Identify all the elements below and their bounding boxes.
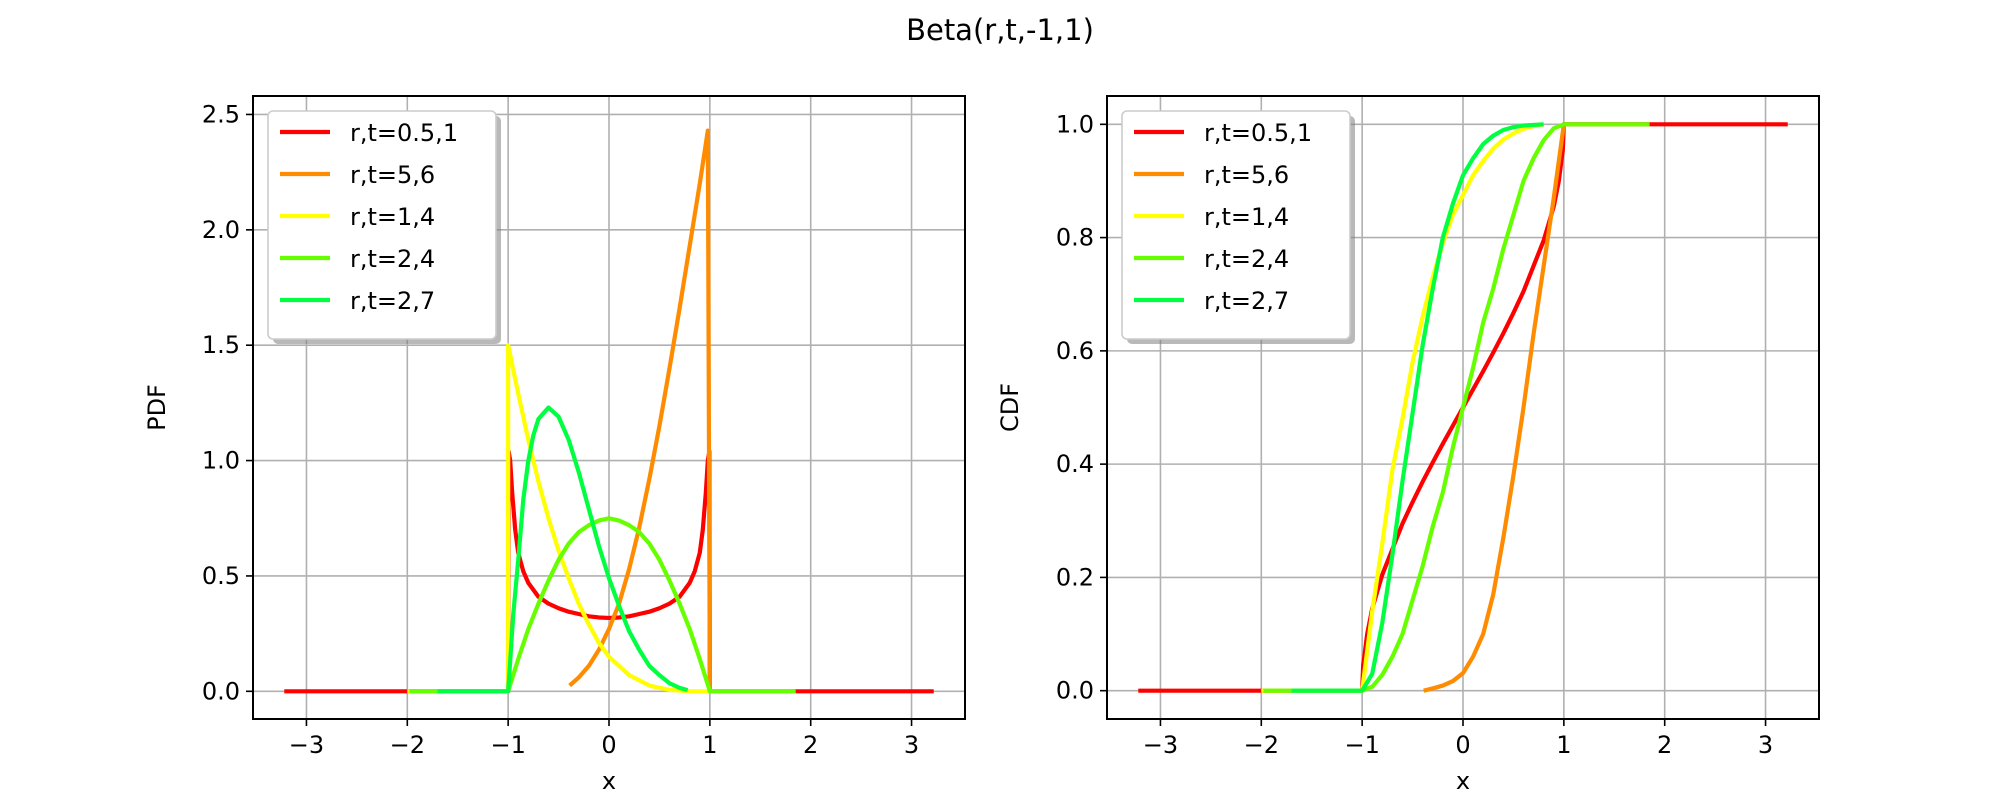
cdf-x-axis-label: x <box>1456 767 1470 795</box>
y-tick-label: 2.0 <box>202 216 240 244</box>
series-lines <box>1138 122 1788 693</box>
x-tick-label: −3 <box>289 731 324 759</box>
legend-entry-label: r,t=2,7 <box>1204 287 1289 315</box>
pdf-series-line-3 <box>407 343 796 694</box>
x-tick-label: 0 <box>1455 731 1470 759</box>
legend-box <box>267 110 497 340</box>
legend-entry-label: r,t=2,7 <box>350 287 435 315</box>
y-tick-label: 2.5 <box>202 100 240 128</box>
legend-box <box>1121 110 1351 340</box>
y-tick-label: 0.0 <box>1056 677 1094 705</box>
x-tick-label: 0 <box>601 731 616 759</box>
x-tick-label: 3 <box>904 731 919 759</box>
pdf-legend: r,t=0.5,1 r,t=5,6 r,t=1,4 r,t=2,4 r,t=2,7 <box>267 110 501 344</box>
x-tick-label: −2 <box>1244 731 1279 759</box>
pdf-x-axis-label: x <box>602 767 616 795</box>
cdf-plot: −3 −2 −1 0 1 2 3 0.0 0.2 0.4 0.6 0.8 1.0 x CDF r,t=0.5,… <box>996 95 1820 795</box>
x-tick-label: −1 <box>1344 731 1379 759</box>
y-tick-label: 0.2 <box>1056 563 1094 591</box>
y-tick-label: 1.0 <box>1056 110 1094 138</box>
x-tick-label: 2 <box>803 731 818 759</box>
cdf-series-line-5 <box>1291 122 1544 693</box>
y-tick-label: 0.5 <box>202 562 240 590</box>
y-tick-label: 1.5 <box>202 331 240 359</box>
pdf-series-line-2 <box>568 128 796 694</box>
pdf-y-axis-label: PDF <box>143 384 171 431</box>
x-tick-label: 3 <box>1758 731 1773 759</box>
y-tick-label: 0.4 <box>1056 450 1094 478</box>
x-tick-label: −3 <box>1143 731 1178 759</box>
pdf-series-line-1 <box>284 449 934 694</box>
series-lines <box>284 128 934 694</box>
pdf-series-line-4 <box>409 516 796 694</box>
legend-entry-label: r,t=1,4 <box>350 203 435 231</box>
legend-entry-label: r,t=0.5,1 <box>1204 119 1312 147</box>
x-tick-label: 1 <box>702 731 717 759</box>
x-tick-label: 1 <box>1556 731 1571 759</box>
y-tick-label: 1.0 <box>202 447 240 475</box>
y-tick-label: 0.6 <box>1056 337 1094 365</box>
y-tick-label: 0.0 <box>202 677 240 705</box>
cdf-legend: r,t=0.5,1 r,t=5,6 r,t=1,4 r,t=2,4 r,t=2,7 <box>1121 110 1355 344</box>
cdf-series-line-3 <box>1261 122 1545 693</box>
legend-entry-label: r,t=5,6 <box>350 161 435 189</box>
legend-entry-label: r,t=0.5,1 <box>350 119 458 147</box>
legend-entry-label: r,t=2,4 <box>1204 245 1289 273</box>
x-tick-label: −2 <box>390 731 425 759</box>
y-tick-label: 0.8 <box>1056 224 1094 252</box>
x-tick-label: 2 <box>1657 731 1672 759</box>
x-tick-label: −1 <box>490 731 525 759</box>
cdf-series-line-2 <box>1423 122 1650 693</box>
cdf-series-line-4 <box>1263 122 1650 693</box>
pdf-plot: −3 −2 −1 0 1 2 3 0.0 0.5 1.0 1.5 2.0 2.5 x PDF r,t=0.5,… <box>143 95 966 795</box>
legend-entry-label: r,t=2,4 <box>350 245 435 273</box>
pdf-series-line-5 <box>437 405 689 694</box>
legend-entry-label: r,t=1,4 <box>1204 203 1289 231</box>
legend-entry-label: r,t=5,6 <box>1204 161 1289 189</box>
cdf-y-axis-label: CDF <box>996 383 1024 432</box>
figure-title: Beta(r,t,-1,1) <box>906 13 1094 47</box>
